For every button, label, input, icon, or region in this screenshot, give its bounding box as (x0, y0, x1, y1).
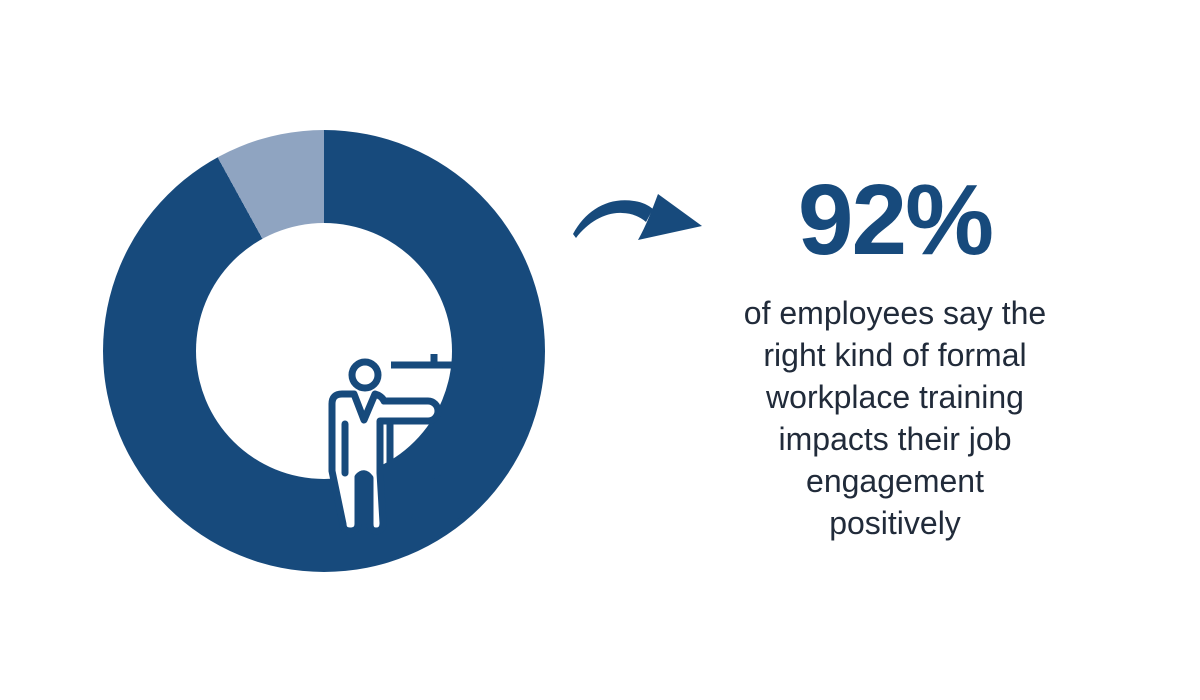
stat-description: of employees say the right kind of formal… (695, 292, 1095, 544)
donut-chart (103, 130, 545, 572)
stat-description-line: right kind of formal (763, 337, 1027, 373)
stat-description-line: engagement (806, 463, 984, 499)
stat-description-line: impacts their job (778, 421, 1012, 457)
curved-arrow-icon (573, 194, 702, 240)
stat-value: 92% (797, 164, 994, 276)
stat-description-line: positively (829, 505, 961, 541)
donut-hole (196, 223, 503, 535)
stat-description-line: workplace training (766, 379, 1024, 415)
stat-description-line: of employees say the (743, 295, 1047, 331)
presenter-at-whiteboard-icon (328, 354, 503, 535)
